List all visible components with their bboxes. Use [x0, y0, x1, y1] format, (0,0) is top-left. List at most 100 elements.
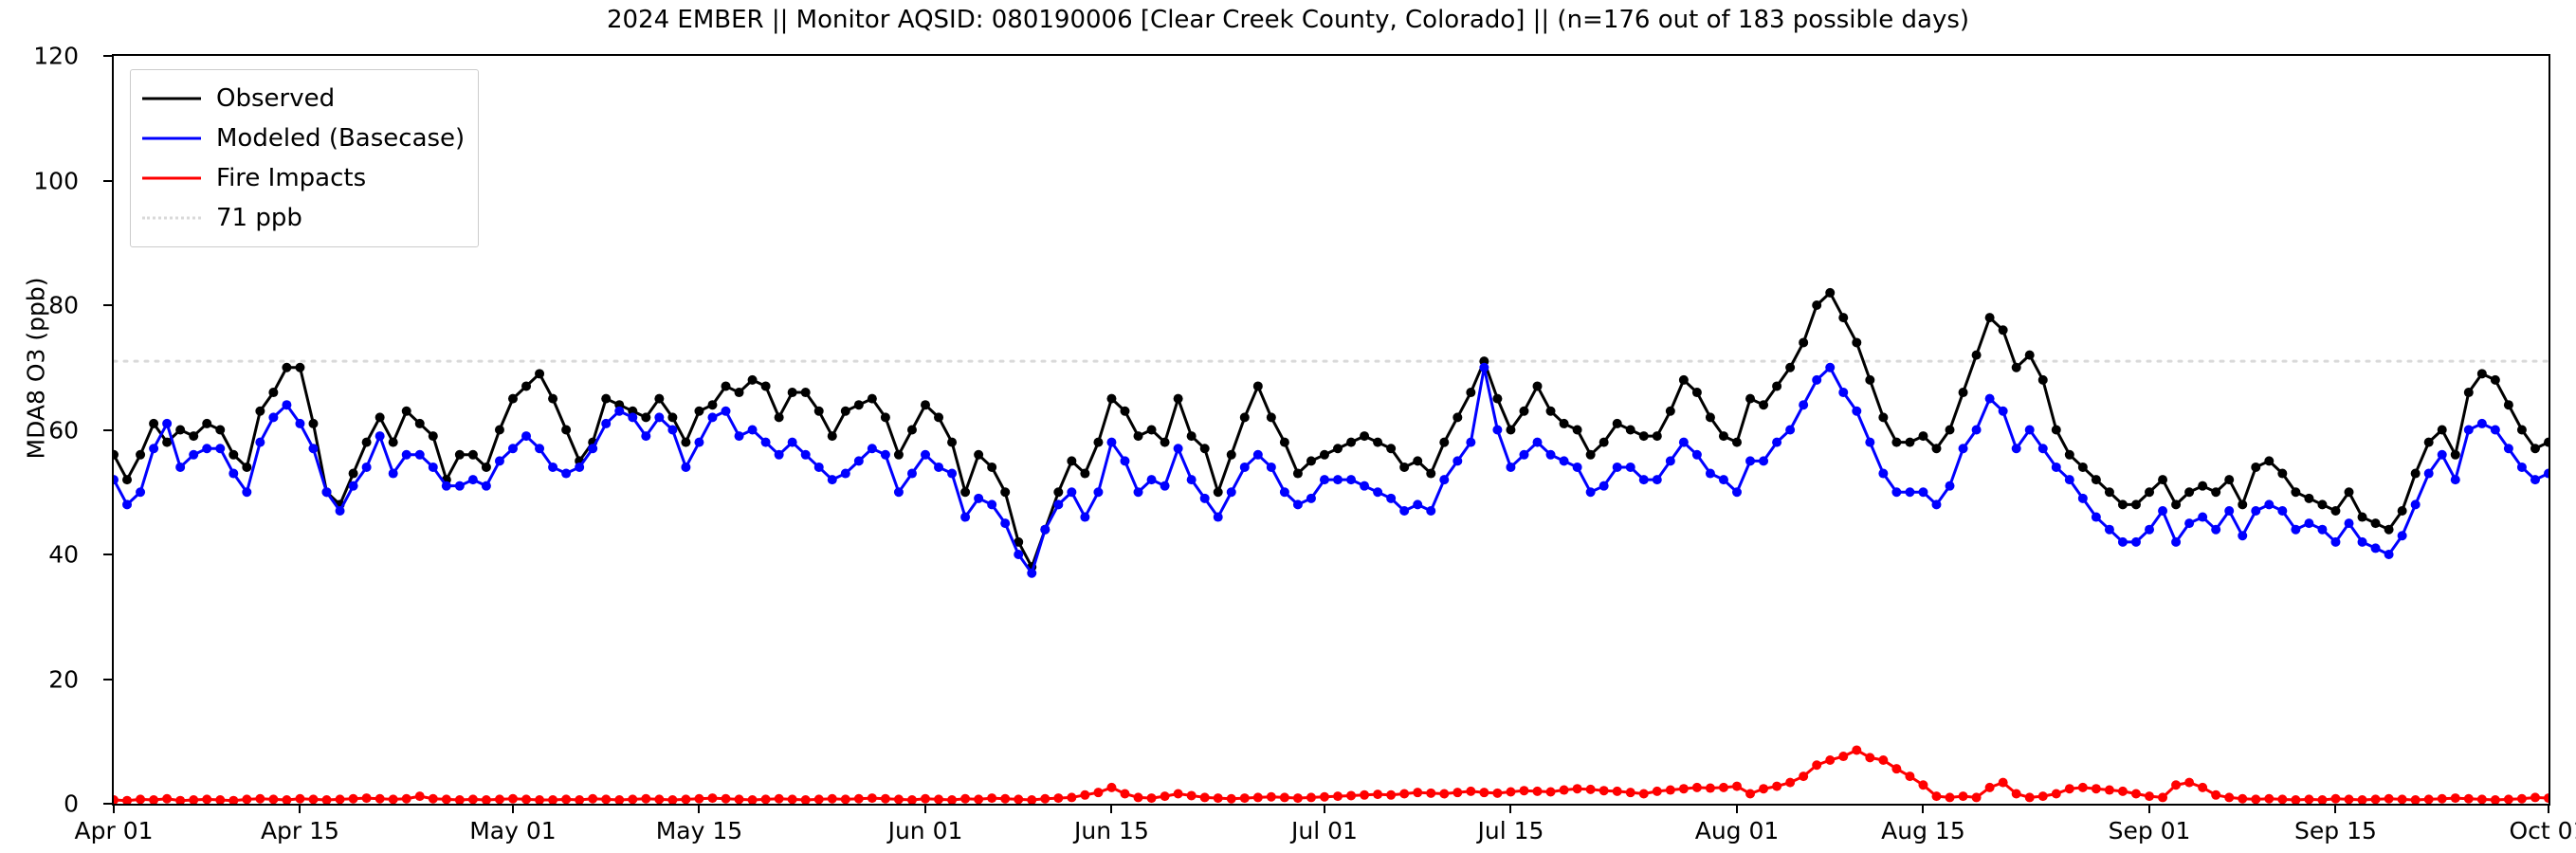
x-tick-label: Apr 01: [74, 817, 154, 844]
data-point: [2145, 487, 2155, 498]
data-point: [1665, 785, 1675, 795]
data-point: [1878, 468, 1889, 479]
data-point: [1213, 487, 1223, 498]
data-point: [893, 449, 904, 460]
data-point: [747, 795, 758, 804]
data-point: [1838, 388, 1849, 398]
data-point: [535, 795, 545, 804]
data-point: [2397, 794, 2407, 804]
data-point: [1492, 425, 1503, 435]
data-point: [1971, 425, 1982, 435]
data-point: [1732, 437, 1742, 447]
data-point: [1971, 792, 1982, 803]
data-point: [1040, 793, 1050, 804]
data-point: [947, 437, 958, 447]
data-point: [694, 793, 704, 804]
data-point: [707, 400, 718, 410]
legend-item-modeled[interactable]: Modeled (Basecase): [142, 118, 465, 158]
data-point: [1466, 786, 1476, 796]
x-tick-label: Jul 01: [1291, 817, 1358, 844]
x-tick-label: May 15: [655, 817, 743, 844]
data-point: [1759, 456, 1769, 466]
data-point: [361, 793, 372, 804]
data-point: [1186, 475, 1197, 485]
data-point: [2437, 449, 2447, 460]
data-point: [2357, 795, 2367, 804]
legend-item-threshold[interactable]: 71 ppb: [142, 198, 465, 238]
chart-legend[interactable]: Observed Modeled (Basecase) Fire Impacts…: [130, 69, 480, 247]
data-point: [934, 412, 944, 423]
data-point: [1373, 437, 1383, 447]
data-point: [149, 444, 159, 454]
data-point: [1452, 456, 1463, 466]
data-point: [1585, 487, 1596, 498]
data-point: [787, 437, 797, 447]
data-point: [2476, 369, 2487, 379]
data-point: [1718, 431, 1728, 442]
data-point: [494, 794, 504, 804]
data-point: [1373, 487, 1383, 498]
data-point: [335, 505, 345, 516]
data-point: [1891, 437, 1902, 447]
data-point: [1998, 777, 2008, 788]
x-tick-label: Aug 01: [1694, 817, 1780, 844]
data-point: [282, 795, 292, 804]
data-point: [2450, 793, 2460, 804]
data-point: [2184, 518, 2195, 529]
data-point: [295, 793, 305, 804]
data-point: [787, 388, 797, 398]
chart-title: 2024 EMBER || Monitor AQSID: 080190006 […: [606, 6, 1970, 34]
data-point: [2077, 782, 2088, 792]
data-point: [1931, 499, 1942, 510]
legend-item-observed[interactable]: Observed: [142, 79, 465, 118]
data-point: [428, 793, 438, 804]
data-point: [1732, 781, 1742, 791]
data-point: [114, 449, 119, 460]
data-point: [2251, 505, 2261, 516]
data-point: [1665, 456, 1675, 466]
data-point: [707, 412, 718, 423]
data-point: [1266, 412, 1276, 423]
data-point: [454, 481, 465, 491]
data-point: [721, 793, 731, 804]
data-point: [2011, 789, 2021, 799]
series-line: [114, 366, 2549, 575]
data-point: [1931, 791, 1942, 802]
data-point: [1239, 793, 1250, 804]
data-point: [1266, 791, 1276, 802]
data-point: [1106, 437, 1117, 447]
data-point: [1506, 462, 1516, 472]
data-point: [1279, 792, 1289, 803]
x-tick-label: Aug 15: [1881, 817, 1965, 844]
data-point: [2384, 524, 2394, 535]
data-point: [1678, 784, 1689, 794]
data-point: [2463, 793, 2474, 804]
data-point: [428, 431, 438, 442]
data-point: [535, 369, 545, 379]
data-point: [734, 794, 744, 804]
y-tick-mark: [103, 428, 113, 431]
data-point: [2277, 468, 2288, 479]
data-point: [2277, 794, 2288, 804]
data-point: [1799, 771, 1809, 782]
data-point: [1799, 337, 1809, 348]
data-point: [1612, 786, 1622, 796]
data-point: [2304, 493, 2314, 503]
data-point: [1905, 487, 1915, 498]
data-point: [2051, 789, 2061, 799]
data-point: [1745, 393, 1756, 404]
data-point: [1519, 449, 1529, 460]
data-point: [2130, 789, 2141, 799]
data-point: [2490, 795, 2500, 804]
x-tick-mark: [1922, 804, 1925, 813]
data-point: [535, 444, 545, 454]
data-point: [1014, 794, 1024, 804]
data-point: [162, 793, 173, 804]
legend-swatch-threshold: [142, 207, 201, 229]
data-point: [601, 418, 612, 428]
legend-item-fire[interactable]: Fire Impacts: [142, 158, 465, 198]
data-point: [1652, 475, 1662, 485]
series-modeled: [114, 362, 2549, 578]
data-point: [2064, 784, 2074, 794]
data-point: [840, 406, 850, 416]
